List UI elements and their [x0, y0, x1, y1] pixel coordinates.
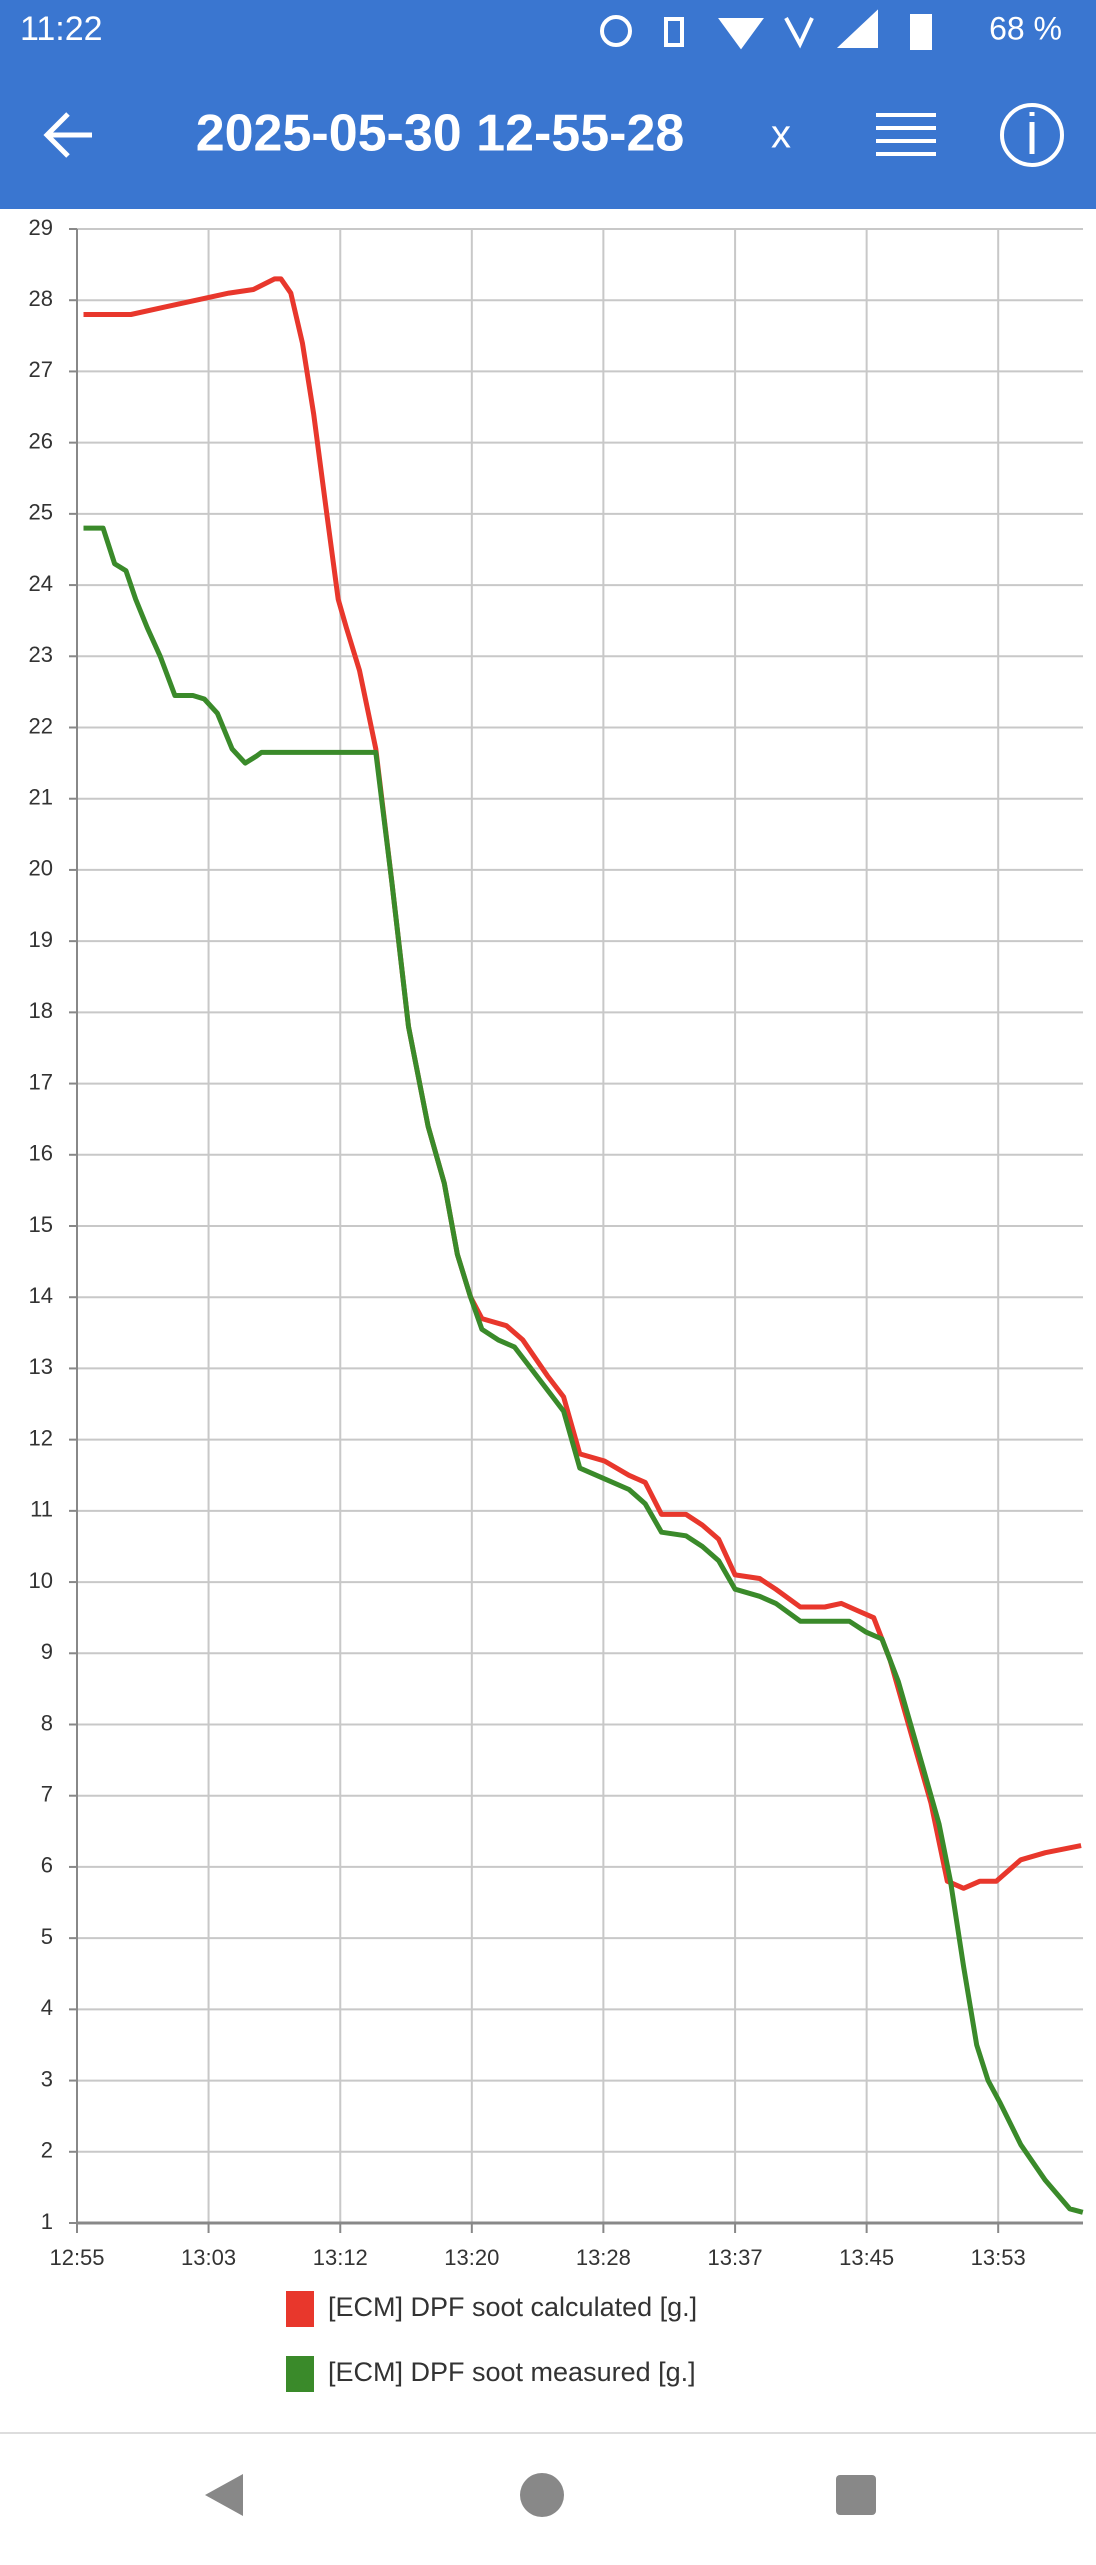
- x-tick-label: 13:03: [181, 2245, 236, 2270]
- nav-home[interactable]: [520, 2473, 564, 2517]
- list-button[interactable]: [876, 113, 936, 156]
- y-tick-label: 18: [29, 998, 53, 1023]
- legend-swatch: [286, 2291, 314, 2327]
- y-tick-label: 10: [29, 1568, 53, 1593]
- x-tick-label: 13:45: [839, 2245, 894, 2270]
- y-tick-label: 1: [41, 2209, 53, 2234]
- info-button[interactable]: [1000, 103, 1064, 167]
- y-tick-label: 20: [29, 856, 53, 881]
- x-tick-label: 13:20: [444, 2245, 499, 2270]
- close-button[interactable]: x: [771, 113, 791, 157]
- status-time: 11:22: [20, 10, 103, 48]
- y-tick-label: 28: [29, 286, 53, 311]
- y-tick-label: 5: [41, 1924, 53, 1949]
- y-tick-label: 25: [29, 500, 53, 525]
- y-tick-label: 17: [29, 1069, 53, 1094]
- y-tick-label: 26: [29, 428, 53, 453]
- back-button[interactable]: [43, 112, 92, 158]
- y-tick-label: 12: [29, 1425, 53, 1450]
- y-tick-label: 24: [29, 571, 53, 596]
- x-tick-label: 12:55: [49, 2245, 104, 2270]
- y-tick-label: 6: [41, 1853, 53, 1878]
- y-tick-label: 3: [41, 2066, 53, 2091]
- y-tick-label: 27: [29, 357, 53, 382]
- legend-label: [ECM] DPF soot calculated [g.]: [328, 2292, 697, 2322]
- nav-back[interactable]: [205, 2474, 243, 2516]
- nav-recent[interactable]: [836, 2475, 876, 2515]
- y-tick-label: 11: [30, 1497, 53, 1522]
- y-tick-label: 7: [41, 1782, 53, 1807]
- x-tick-label: 13:37: [708, 2245, 763, 2270]
- y-tick-label: 4: [41, 1995, 53, 2020]
- y-tick-label: 23: [29, 642, 53, 667]
- legend-swatch: [286, 2356, 314, 2392]
- y-tick-label: 14: [29, 1283, 53, 1308]
- legend-label: [ECM] DPF soot measured [g.]: [328, 2357, 696, 2387]
- y-tick-label: 22: [29, 713, 53, 738]
- x-tick-label: 13:53: [971, 2245, 1026, 2270]
- y-tick-label: 15: [29, 1212, 53, 1237]
- y-tick-label: 19: [29, 927, 53, 952]
- status-icons: [600, 9, 932, 50]
- x-tick-label: 13:12: [313, 2245, 368, 2270]
- y-tick-label: 29: [29, 215, 53, 240]
- y-tick-label: 9: [41, 1639, 53, 1664]
- y-tick-label: 2: [41, 2138, 53, 2163]
- series-line: [83, 525, 1084, 2215]
- y-tick-label: 8: [41, 1710, 53, 1735]
- y-tick-label: 21: [29, 785, 53, 810]
- app-title: 2025-05-30 12-55-28: [196, 105, 685, 163]
- y-tick-label: 13: [29, 1354, 53, 1379]
- status-battery: 68 %: [989, 10, 1062, 46]
- x-tick-label: 13:28: [576, 2245, 631, 2270]
- y-tick-label: 16: [29, 1141, 53, 1166]
